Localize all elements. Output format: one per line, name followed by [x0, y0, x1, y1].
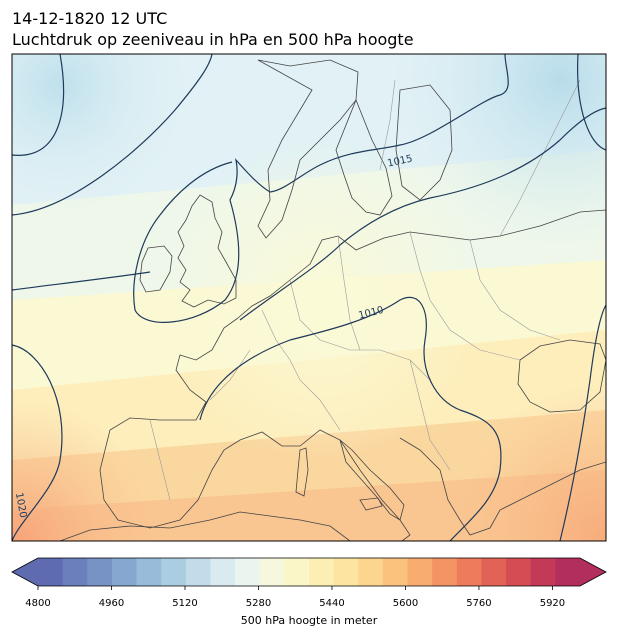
colorbar-tick-label: 5760 [466, 598, 492, 609]
colorbar-swatch [111, 558, 138, 586]
colorbar-swatch [161, 558, 187, 586]
colorbar-swatch [382, 558, 409, 586]
map-frame [11, 53, 607, 542]
colorbar-swatch [62, 558, 88, 586]
map-subtitle: Luchtdruk op zeeniveau in hPa en 500 hPa… [12, 30, 414, 49]
colorbar-swatch [87, 558, 113, 586]
isobar-label-1020: 1020 [13, 492, 28, 519]
colorbar-tick-label: 5440 [319, 598, 345, 609]
colorbar-swatch [530, 558, 556, 586]
colorbar-swatch [407, 558, 433, 586]
colorbar-tick-label: 4960 [98, 598, 125, 609]
colorbar-swatch [358, 558, 384, 586]
colorbar-swatch [136, 558, 162, 586]
colorbar-swatch [481, 558, 507, 586]
colorbar-swatch [259, 558, 285, 586]
colorbar-extend-low [12, 558, 38, 586]
colorbar-tick-label: 4800 [25, 598, 51, 609]
isobar-label-1015: 1015 [386, 153, 413, 169]
colorbar-swatch [555, 558, 581, 586]
country-borders [149, 79, 581, 501]
colorbar-swatch [185, 558, 211, 586]
coastlines [59, 59, 606, 541]
map-field: 1015 1010 1020 [12, 54, 606, 541]
colorbar-swatch [432, 558, 458, 586]
colorbar-swatch [284, 558, 310, 586]
colorbar-tick-label: 5120 [172, 598, 198, 609]
colorbar-swatch [210, 558, 236, 586]
colorbar-tick-label: 5280 [245, 598, 272, 609]
colorbar-swatch [38, 558, 64, 586]
colorbar-swatch [506, 558, 532, 586]
colorbar [11, 557, 607, 590]
colorbar-label: 500 hPa hoogte in meter [240, 614, 378, 627]
colorbar-tick-label: 5920 [539, 598, 566, 609]
colorbar-swatch [333, 558, 359, 586]
isobars [12, 54, 606, 541]
colorbar-tick-label: 5600 [392, 598, 419, 609]
colorbar-swatch [235, 558, 261, 586]
colorbar-extend-high [580, 558, 606, 586]
map-datetime: 14-12-1820 12 UTC [12, 9, 168, 28]
colorbar-swatch [456, 558, 482, 586]
colorbar-swatch [309, 558, 335, 586]
